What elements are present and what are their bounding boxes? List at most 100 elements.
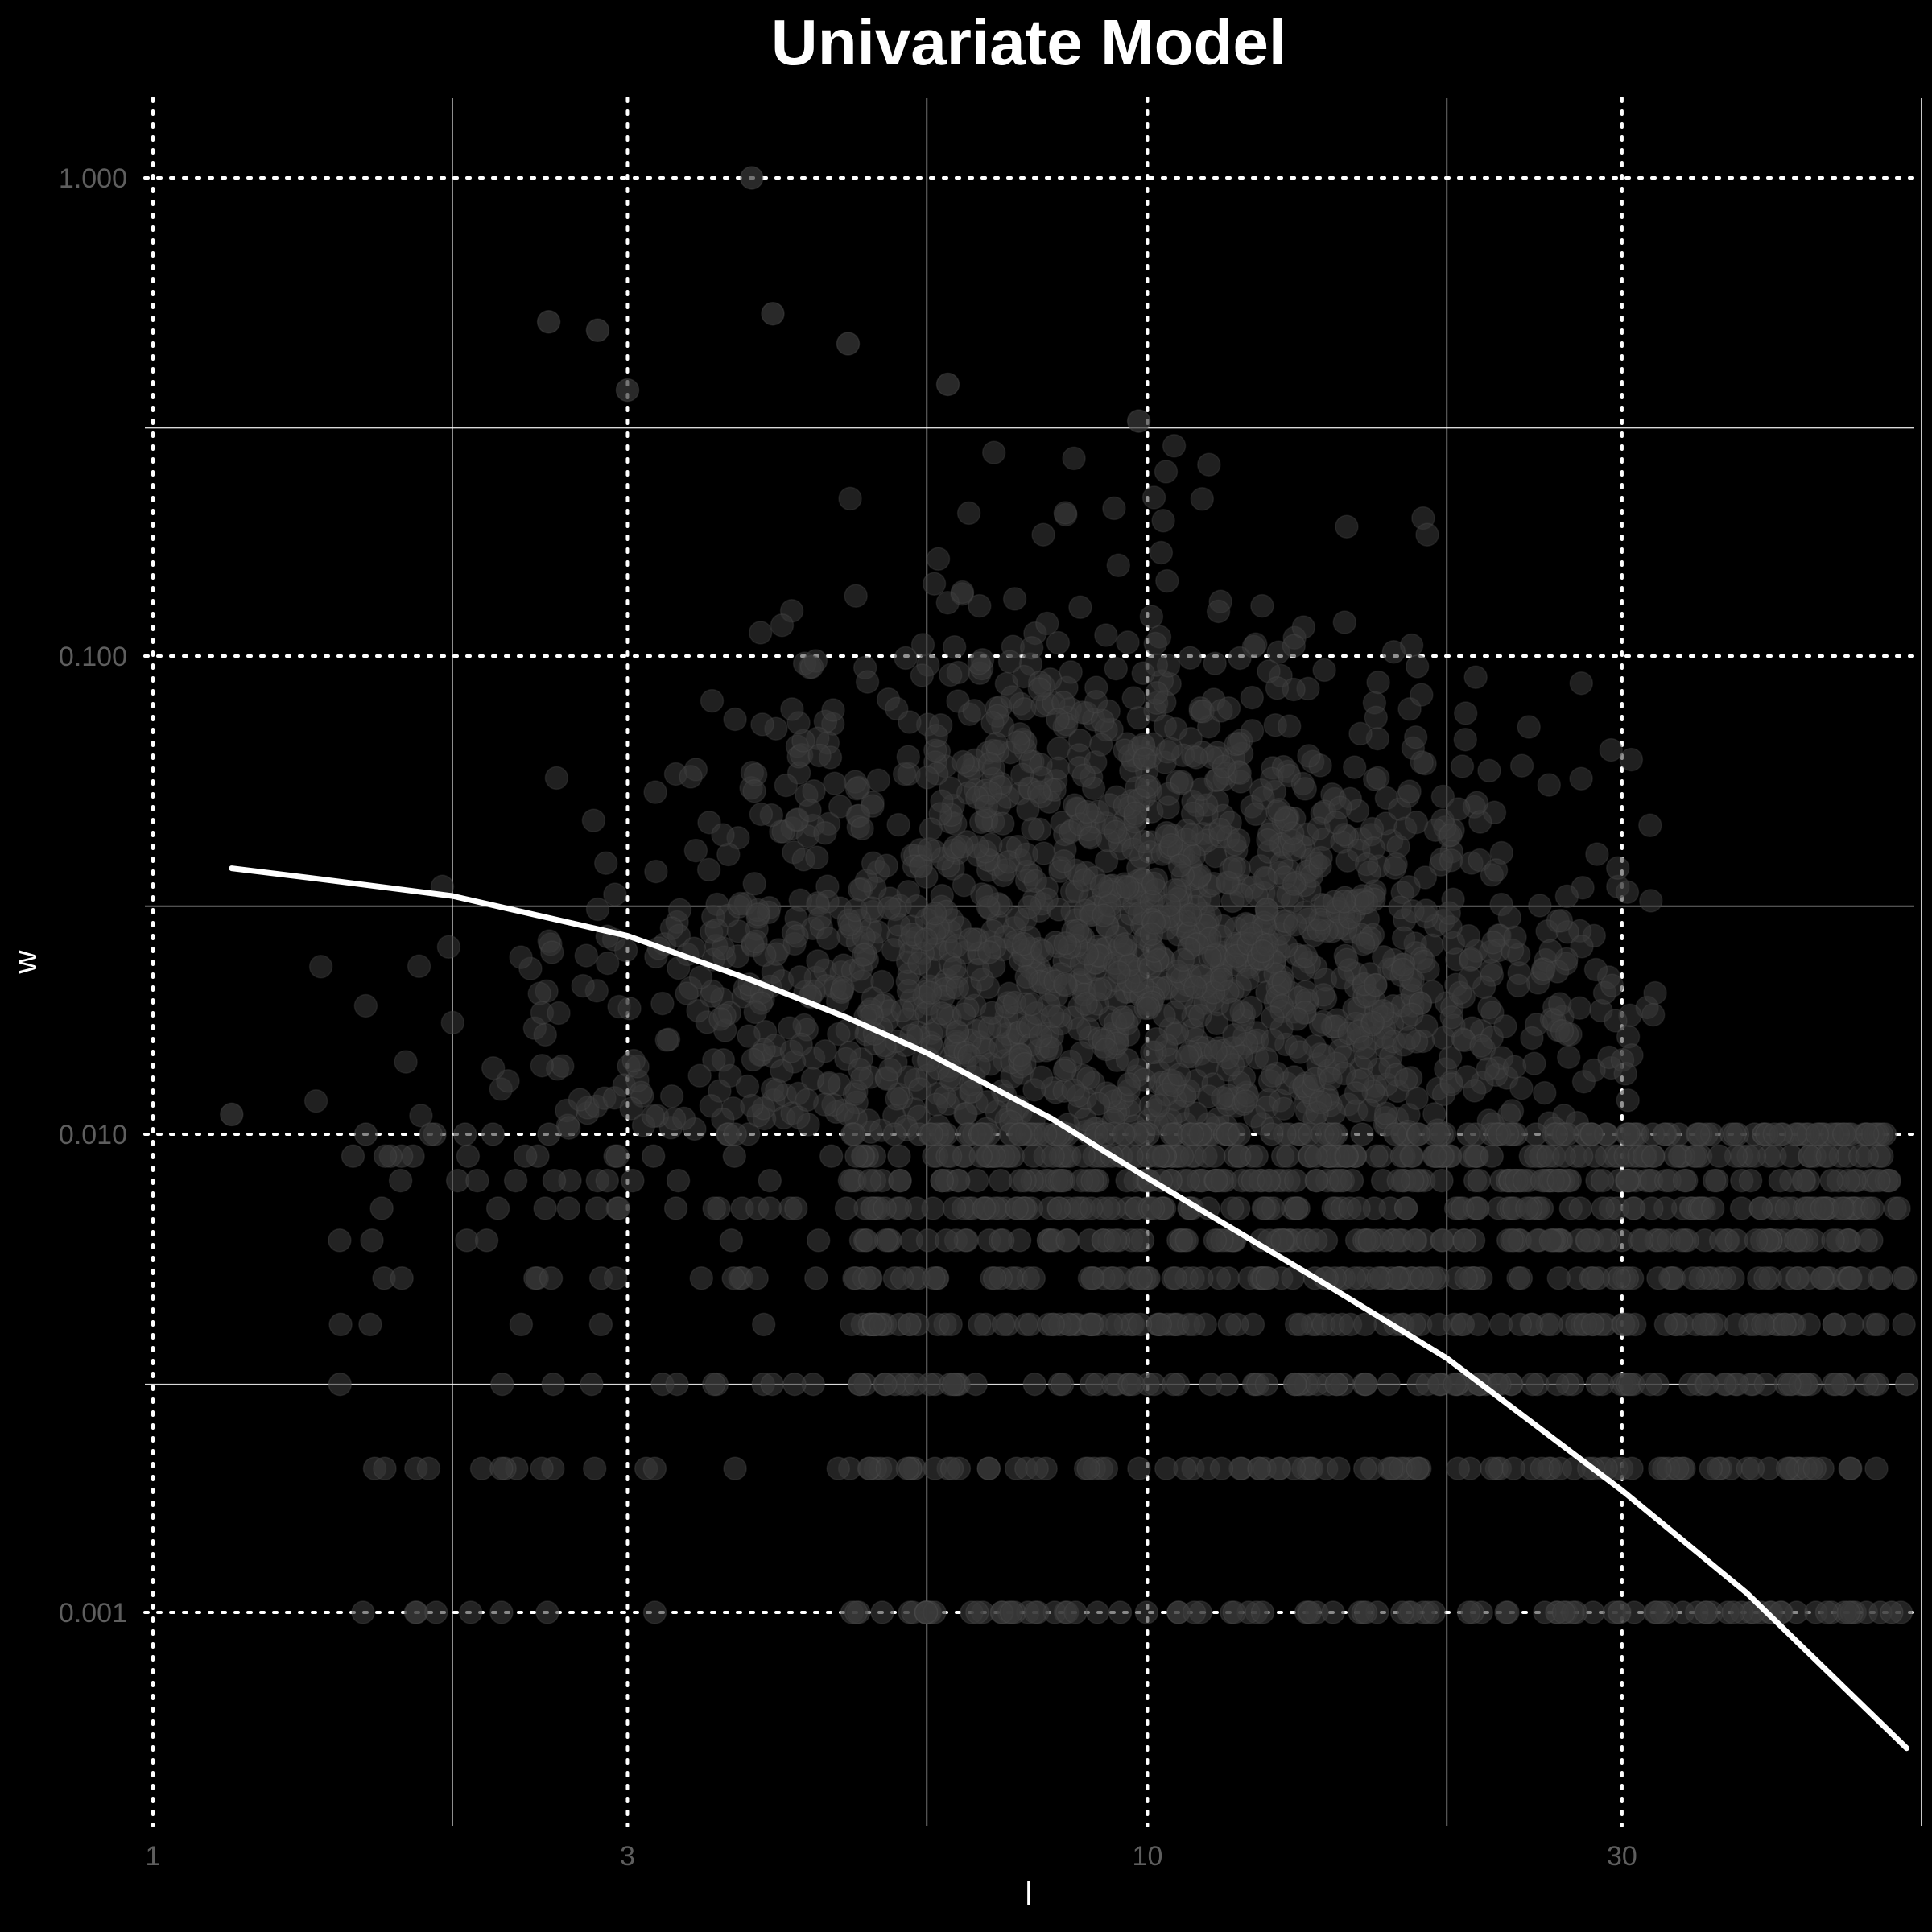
scatter-point [866, 768, 890, 792]
scatter-point [1110, 1005, 1135, 1030]
scatter-point [850, 1066, 874, 1091]
scatter-point [760, 1372, 784, 1397]
scatter-point [1324, 1122, 1348, 1146]
scatter-point [1163, 1266, 1187, 1290]
scatter-point [1183, 975, 1208, 1000]
scatter-point [490, 1372, 514, 1397]
scatter-point [1458, 965, 1482, 990]
scatter-point [989, 1168, 1013, 1193]
scatter-point [641, 1104, 666, 1129]
scatter-point [761, 301, 785, 326]
scatter-point [838, 486, 862, 511]
scatter-point [1869, 1266, 1893, 1290]
scatter-point [1453, 701, 1478, 725]
scatter-point [976, 1456, 1001, 1480]
scatter-point [751, 1312, 776, 1337]
scatter-point [1501, 1456, 1525, 1480]
y-axis-label: w [8, 950, 43, 974]
scatter-point [1151, 509, 1175, 533]
scatter-point [539, 1266, 564, 1290]
scatter-point [1484, 858, 1509, 882]
scatter-point [750, 712, 774, 737]
scatter-point [679, 765, 703, 789]
scatter-point [1744, 1228, 1769, 1253]
scatter-point [1035, 611, 1059, 636]
scatter-point [723, 707, 747, 732]
scatter-point [1146, 1144, 1170, 1168]
scatter-point [823, 771, 847, 795]
scatter-point [855, 670, 880, 694]
scatter-point [1672, 1168, 1697, 1193]
scatter-point [1103, 1228, 1128, 1253]
scatter-point [729, 891, 753, 916]
scatter-point [308, 955, 333, 979]
scatter-point [1643, 980, 1667, 1005]
scatter-point [1220, 1196, 1245, 1220]
scatter-point [1254, 898, 1279, 922]
scatter-point [403, 1600, 428, 1624]
scatter-point [1463, 665, 1488, 689]
scatter-point [1128, 1312, 1153, 1337]
scatter-point [556, 1116, 581, 1140]
scatter-point [436, 935, 461, 960]
scatter-point [917, 837, 941, 861]
scatter-point [1085, 1600, 1110, 1624]
scatter-point [1141, 1196, 1166, 1220]
scatter-point [780, 697, 804, 721]
scatter-point [1013, 696, 1037, 721]
scatter-point [1158, 737, 1183, 761]
scatter-point [1364, 973, 1388, 997]
scatter-point [1212, 754, 1236, 779]
scatter-point [1121, 686, 1146, 710]
scatter-point [956, 501, 981, 526]
scatter-point [1402, 1228, 1427, 1253]
scatter-point [613, 938, 638, 963]
scatter-point [440, 1010, 465, 1035]
scatter-point [914, 927, 939, 952]
scatter-point [1304, 1168, 1329, 1193]
scatter-point [1050, 1372, 1075, 1397]
scatter-point [1410, 683, 1434, 707]
scatter-point [896, 979, 921, 1003]
scatter-point [1509, 1075, 1534, 1100]
scatter-point [1115, 1047, 1140, 1072]
scatter-point [619, 1096, 644, 1121]
scatter-point [1517, 715, 1541, 739]
scatter-point [1855, 1122, 1880, 1146]
scatter-point [1569, 671, 1594, 696]
scatter-point [544, 766, 569, 791]
scatter-point [844, 1600, 869, 1624]
scatter-point [489, 1600, 514, 1624]
scatter-point [1019, 635, 1044, 660]
scatter-point [1041, 1004, 1065, 1028]
scatter-point [1046, 1196, 1071, 1220]
scatter-point [1399, 1144, 1423, 1168]
scatter-point [1061, 1078, 1085, 1102]
scatter-point [1785, 1266, 1810, 1290]
scatter-point [1250, 1600, 1275, 1624]
scatter-point [895, 1456, 920, 1480]
scatter-point [1076, 1066, 1100, 1090]
scatter-point [795, 1088, 819, 1113]
scatter-point [1053, 501, 1078, 525]
scatter-point [1190, 487, 1215, 511]
scatter-point [1738, 1168, 1763, 1193]
scatter-point [580, 1372, 604, 1397]
scatter-point [1226, 731, 1251, 756]
scatter-point [708, 1007, 733, 1031]
scatter-point [827, 1022, 851, 1046]
scatter-point [1084, 689, 1108, 714]
scatter-point [939, 1456, 964, 1480]
scatter-point [1257, 1168, 1282, 1193]
scatter-point [896, 745, 921, 769]
scatter-point [1480, 1456, 1504, 1480]
scatter-point [1113, 932, 1137, 956]
scatter-point [1406, 1456, 1430, 1480]
scatter-point [1254, 1372, 1279, 1397]
scatter-point [1159, 833, 1183, 857]
scatter-point [1240, 685, 1265, 710]
scatter-point [1618, 1372, 1642, 1397]
scatter-point [1180, 822, 1204, 847]
scatter-point [615, 378, 640, 402]
scatter-point [826, 1456, 851, 1480]
